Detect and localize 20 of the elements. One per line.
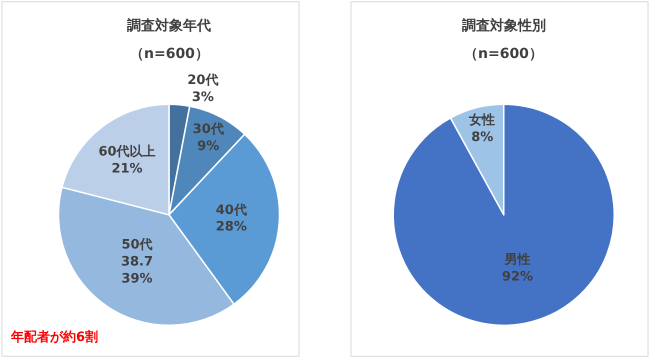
data-label: 3% [192, 90, 214, 105]
chart-title: 調査対象年代 [127, 17, 211, 34]
data-label: 92% [502, 269, 534, 284]
pie-slice [392, 104, 615, 326]
data-label: 8% [471, 130, 494, 146]
slice-label: 20代 [187, 73, 218, 88]
text: 年配者が約6割 [10, 329, 98, 345]
slice-label: 男性 [503, 252, 530, 268]
data-label: 9% [197, 138, 220, 154]
data-label: 28% [216, 220, 247, 235]
data-label: 21% [111, 162, 143, 177]
chart-subtitle: （n=600） [464, 46, 543, 62]
slice-label: 60代以上 [98, 144, 156, 160]
slice-label: 女性 [468, 113, 496, 128]
chart-title: 調査対象性別 [462, 17, 546, 34]
slice-label: 40代 [216, 202, 247, 218]
slice-label: 30代 [192, 122, 224, 137]
chart-subtitle: （n=600） [130, 46, 209, 62]
data-label: 38.7 39% [120, 254, 154, 286]
slice-label: 50代 [121, 237, 153, 252]
